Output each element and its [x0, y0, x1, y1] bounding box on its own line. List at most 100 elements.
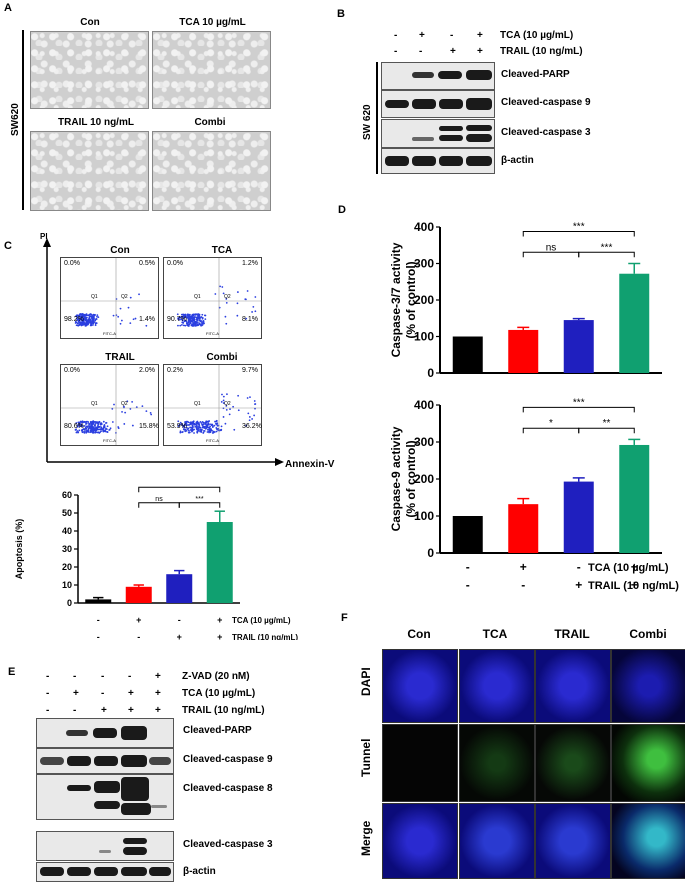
- fluor-tunnel-tca: [459, 724, 535, 802]
- significance-bracket: [138, 502, 180, 508]
- facs-lr-combi: 36.2%: [242, 423, 262, 430]
- tca-label: TCA (10 µg/mL): [232, 616, 291, 625]
- fluor-dapi-combi: [611, 649, 685, 723]
- facs-y-axis-label: PI: [40, 232, 48, 241]
- e-tca-sign-3: -: [101, 688, 105, 699]
- e-trail-label: TRAIL (10 ng/mL): [182, 705, 265, 716]
- blot-e-parp: [36, 718, 174, 748]
- caspase37-chart: 0 100 200 300 400 *** ns *** Caspase-3/7 activit…: [389, 220, 662, 380]
- trail-sign: +: [177, 632, 182, 640]
- bar-combi: [206, 522, 233, 603]
- facs-ul-trail: 0.0%: [64, 367, 80, 374]
- significance-label: ns: [155, 496, 163, 503]
- y-tick-label: 10: [62, 580, 72, 590]
- e-protein-actin: β-actin: [183, 866, 216, 877]
- panel-b-letter: B: [337, 8, 345, 20]
- fluor-tunnel-combi: [611, 724, 685, 802]
- significance-bracket: [522, 231, 635, 237]
- facs-q1-combi: Q1: [194, 401, 201, 407]
- facs-ll-tca: 90.7%: [167, 316, 187, 323]
- facs-ll-con: 98.2%: [64, 316, 84, 323]
- b-trail-sign-3: +: [450, 46, 456, 57]
- facs-q2-combi: Q2: [224, 401, 231, 407]
- facs-ul-con: 0.0%: [64, 260, 80, 267]
- e-zvad-sign-4: -: [128, 671, 132, 682]
- y-tick-label: 400: [414, 398, 434, 412]
- panel-c-letter: C: [4, 240, 12, 252]
- e-trail-sign-3: +: [101, 705, 107, 716]
- blot-e-actin: [36, 862, 174, 882]
- significance-bracket: [522, 406, 635, 413]
- trail-label: TRAIL (10 ng/mL): [588, 580, 679, 592]
- significance-label: **: [603, 418, 611, 429]
- f-col-con: Con: [407, 627, 431, 641]
- y-tick-label: 20: [62, 562, 72, 572]
- significance-bracket: [578, 427, 635, 434]
- facs-q2-trail: Q2: [121, 401, 128, 407]
- facs-plot-con: 0.0% 0.5% 98.2% 1.4% Q1 Q2 FITC-A: [60, 257, 159, 339]
- panel-a-cell-line: SW620: [10, 103, 21, 136]
- fluor-dapi-tca: [459, 649, 535, 723]
- f-row-tunnel: Tunnel: [359, 738, 373, 777]
- facs-plot-combi: 0.2% 9.7% 53.9% 36.2% Q1 Q2 FITC-A: [163, 364, 262, 446]
- facs-ur-trail: 2.0%: [139, 367, 155, 374]
- significance-label: ***: [573, 222, 585, 233]
- b-tca-label: TCA (10 µg/mL): [500, 30, 574, 41]
- e-zvad-sign-5: +: [155, 671, 161, 682]
- e-trail-sign-2: -: [73, 705, 77, 716]
- facs-ul-tca: 0.0%: [167, 260, 183, 267]
- bar-con: [452, 516, 483, 553]
- panel-a-title-con: Con: [80, 17, 100, 28]
- fluor-tunnel-trail: [535, 724, 611, 802]
- y-tick-label: 60: [62, 490, 72, 500]
- fluor-merge-tca: [459, 803, 535, 879]
- micrograph-trail: [30, 131, 149, 211]
- bar-combi: [619, 273, 650, 373]
- blot-b-casp3: [381, 119, 495, 148]
- blot-b-casp9: [381, 90, 495, 118]
- facs-axes: [43, 238, 284, 466]
- facs-lr-tca: 8.1%: [242, 316, 258, 323]
- trail-sign: -: [466, 578, 470, 592]
- tca-sign: +: [136, 615, 141, 625]
- facs-xlabel-tca: FITC-A: [206, 331, 219, 336]
- e-protein-casp8: Cleaved-caspase 8: [183, 783, 273, 794]
- b-protein-parp: Cleaved-PARP: [501, 69, 570, 80]
- facs-title-con: Con: [110, 245, 130, 256]
- facs-xlabel-combi: FITC-A: [206, 438, 219, 443]
- significance-label: ***: [573, 397, 585, 408]
- b-tca-sign-1: -: [394, 30, 398, 41]
- y-tick-label: 300: [414, 257, 434, 271]
- micrograph-con: [30, 31, 149, 109]
- b-protein-actin: β-actin: [501, 155, 534, 166]
- bar-trail: [563, 320, 594, 373]
- blot-e-casp3: [36, 831, 174, 861]
- facs-ur-combi: 9.7%: [242, 367, 258, 374]
- fluor-merge-trail: [535, 803, 611, 879]
- significance-label: ***: [601, 242, 613, 253]
- tca-label: TCA (10 µg/mL): [588, 562, 669, 574]
- tca-sign: +: [217, 615, 222, 625]
- y-axis-label: (% of control): [404, 261, 418, 338]
- facs-lr-trail: 15.8%: [139, 423, 159, 430]
- facs-xlabel-trail: FITC-A: [103, 438, 116, 443]
- facs-lr-con: 1.4%: [139, 316, 155, 323]
- significance-bracket: [578, 251, 635, 258]
- f-col-combi: Combi: [629, 627, 667, 641]
- b-trail-label: TRAIL (10 ng/mL): [500, 46, 583, 57]
- facs-ll-trail: 80.6%: [64, 423, 84, 430]
- y-tick-label: 100: [414, 509, 434, 523]
- significance-bracket: [178, 502, 221, 508]
- trail-sign: +: [217, 632, 222, 640]
- b-protein-casp9: Cleaved-caspase 9: [501, 97, 591, 108]
- y-axis-label: Apoptosis (%): [14, 519, 24, 580]
- y-tick-label: 200: [414, 293, 434, 307]
- y-tick-label: 100: [414, 330, 434, 344]
- y-tick-label: 50: [62, 508, 72, 518]
- e-protein-casp9: Cleaved-caspase 9: [183, 754, 273, 765]
- y-tick-label: 0: [427, 366, 434, 380]
- facs-x-axis-label: Annexin-V: [285, 459, 335, 470]
- panel-b-bracket: [376, 62, 378, 174]
- tca-sign: +: [631, 560, 638, 574]
- y-tick-label: 300: [414, 435, 434, 449]
